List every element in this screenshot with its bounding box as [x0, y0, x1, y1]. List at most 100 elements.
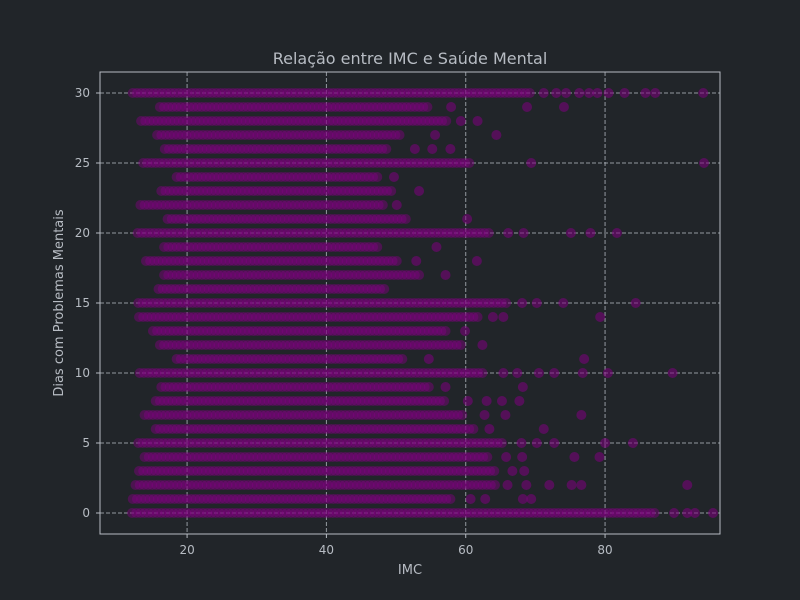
scatter-point: [202, 410, 213, 420]
scatter-point: [253, 88, 264, 98]
scatter-point: [516, 88, 527, 98]
scatter-point: [231, 410, 242, 420]
scatter-point: [327, 326, 338, 336]
scatter-point: [326, 424, 337, 434]
scatter-point: [302, 410, 313, 420]
scatter-point: [274, 494, 285, 504]
scatter-point: [377, 200, 388, 210]
scatter-point: [197, 480, 208, 490]
scatter-point: [492, 438, 503, 448]
scatter-point: [355, 340, 366, 350]
scatter-point: [492, 298, 503, 308]
scatter-point: [150, 298, 161, 308]
scatter-point: [372, 102, 383, 112]
scatter-point: [452, 480, 463, 490]
scatter-point: [409, 438, 420, 448]
scatter-point: [298, 508, 309, 518]
scatter-point: [558, 102, 569, 112]
scatter-point: [349, 116, 360, 126]
scatter-point: [151, 480, 162, 490]
scatter-point: [227, 130, 238, 140]
scatter-point: [256, 382, 267, 392]
scatter-point: [407, 326, 418, 336]
scatter-point: [453, 88, 464, 98]
scatter-point: [399, 494, 410, 504]
scatter-point: [202, 130, 213, 140]
scatter-point: [167, 102, 178, 112]
scatter-point: [161, 284, 172, 294]
scatter-point: [281, 452, 292, 462]
scatter-point: [168, 200, 179, 210]
scatter-point: [347, 340, 358, 350]
scatter-point: [393, 158, 404, 168]
scatter-point: [303, 88, 314, 98]
scatter-point: [150, 438, 161, 448]
scatter-point: [424, 494, 435, 504]
scatter-point: [260, 130, 271, 140]
scatter-point: [211, 494, 222, 504]
scatter-point: [421, 438, 432, 448]
scatter-point: [173, 130, 184, 140]
scatter-point: [237, 256, 248, 266]
scatter-point: [363, 354, 374, 364]
scatter-point: [347, 102, 358, 112]
scatter-point: [436, 452, 447, 462]
scatter-point: [297, 466, 308, 476]
scatter-point: [196, 424, 207, 434]
scatter-point: [242, 312, 253, 322]
scatter-point: [235, 508, 246, 518]
scatter-point: [436, 410, 447, 420]
scatter-point: [388, 214, 399, 224]
scatter-point: [373, 186, 384, 196]
scatter-point: [269, 382, 280, 392]
scatter-point: [344, 382, 355, 392]
scatter-point: [288, 102, 299, 112]
scatter-point: [154, 312, 165, 322]
scatter-point: [157, 284, 168, 294]
scatter-point: [465, 452, 476, 462]
scatter-point: [371, 214, 382, 224]
scatter-point: [441, 494, 452, 504]
scatter-point: [294, 382, 305, 392]
scatter-point: [405, 438, 415, 448]
scatter-point: [531, 438, 542, 448]
scatter-point: [235, 480, 246, 490]
scatter-point: [429, 228, 440, 238]
scatter-point: [320, 256, 331, 266]
scatter-point: [173, 452, 184, 462]
scatter-point: [423, 480, 434, 490]
scatter-point: [313, 466, 324, 476]
scatter-point: [275, 214, 286, 224]
scatter-point: [698, 158, 709, 168]
scatter-point: [350, 214, 361, 224]
scatter-point: [180, 480, 191, 490]
scatter-point: [152, 88, 163, 98]
scatter-point: [436, 508, 447, 518]
scatter-point: [487, 312, 498, 322]
scatter-point: [394, 326, 405, 336]
scatter-point: [214, 508, 225, 518]
scatter-point: [453, 410, 464, 420]
scatter-point: [139, 200, 150, 210]
scatter-point: [200, 312, 211, 322]
scatter-point: [422, 396, 433, 406]
scatter-point: [491, 88, 502, 98]
scatter-point: [331, 508, 342, 518]
scatter-point: [177, 130, 188, 140]
scatter-point: [382, 326, 393, 336]
scatter-point: [203, 256, 214, 266]
scatter-point: [266, 228, 277, 238]
scatter-point: [341, 256, 352, 266]
scatter-point: [143, 200, 154, 210]
scatter-point: [171, 340, 182, 350]
scatter-point: [379, 228, 390, 238]
scatter-point: [311, 494, 322, 504]
scatter-point: [363, 312, 374, 322]
scatter-point: [255, 424, 266, 434]
scatter-point: [359, 438, 370, 448]
scatter-point: [422, 312, 433, 322]
scatter-point: [214, 480, 225, 490]
scatter-point: [233, 298, 244, 308]
scatter-point: [165, 494, 176, 504]
scatter-point: [341, 284, 352, 294]
